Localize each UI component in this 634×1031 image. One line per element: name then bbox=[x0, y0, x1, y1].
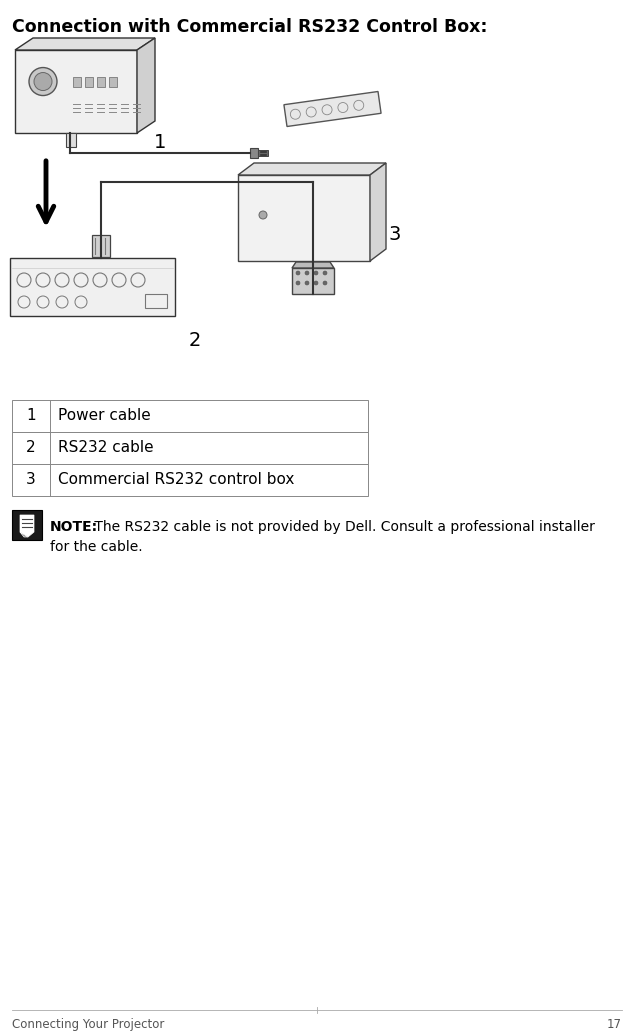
Text: NOTE:: NOTE: bbox=[50, 520, 98, 534]
Circle shape bbox=[305, 271, 309, 275]
Circle shape bbox=[296, 281, 300, 285]
Text: 3: 3 bbox=[389, 226, 401, 244]
Circle shape bbox=[314, 281, 318, 285]
Bar bbox=[73, 76, 81, 87]
Circle shape bbox=[29, 68, 57, 96]
Polygon shape bbox=[15, 49, 137, 133]
Bar bbox=[12, 432, 368, 464]
Polygon shape bbox=[284, 92, 381, 127]
Text: The RS232 cable is not provided by Dell. Consult a professional installer: The RS232 cable is not provided by Dell.… bbox=[90, 520, 595, 534]
Bar bbox=[12, 464, 368, 496]
Text: 2: 2 bbox=[26, 440, 36, 456]
Polygon shape bbox=[370, 163, 386, 261]
Polygon shape bbox=[20, 516, 34, 537]
Text: Commercial RS232 control box: Commercial RS232 control box bbox=[58, 472, 294, 488]
Text: 17: 17 bbox=[607, 1018, 622, 1031]
Circle shape bbox=[323, 281, 327, 285]
Polygon shape bbox=[238, 163, 386, 175]
Circle shape bbox=[34, 72, 52, 91]
Circle shape bbox=[323, 271, 327, 275]
Polygon shape bbox=[238, 175, 370, 261]
Polygon shape bbox=[15, 38, 155, 49]
Circle shape bbox=[296, 271, 300, 275]
Bar bbox=[12, 510, 42, 540]
Bar bbox=[258, 149, 268, 156]
Bar bbox=[109, 76, 117, 87]
Bar bbox=[250, 148, 258, 158]
Polygon shape bbox=[137, 38, 155, 133]
Bar bbox=[92, 235, 110, 257]
Circle shape bbox=[305, 281, 309, 285]
Circle shape bbox=[314, 271, 318, 275]
Bar bbox=[10, 258, 175, 315]
Bar bbox=[12, 400, 368, 432]
Bar bbox=[66, 133, 76, 147]
Circle shape bbox=[259, 211, 267, 219]
Polygon shape bbox=[292, 262, 334, 268]
Text: Connection with Commercial RS232 Control Box:: Connection with Commercial RS232 Control… bbox=[12, 18, 488, 36]
Text: 1: 1 bbox=[154, 133, 166, 153]
Text: 1: 1 bbox=[26, 408, 36, 424]
Text: 2: 2 bbox=[189, 331, 201, 350]
Polygon shape bbox=[20, 532, 28, 537]
Polygon shape bbox=[292, 268, 334, 294]
Text: Power cable: Power cable bbox=[58, 408, 151, 424]
Bar bbox=[85, 76, 93, 87]
Text: 3: 3 bbox=[26, 472, 36, 488]
Bar bbox=[97, 76, 105, 87]
Text: Connecting Your Projector: Connecting Your Projector bbox=[12, 1018, 164, 1031]
Bar bbox=[145, 294, 167, 308]
Text: for the cable.: for the cable. bbox=[50, 540, 143, 554]
Text: RS232 cable: RS232 cable bbox=[58, 440, 153, 456]
